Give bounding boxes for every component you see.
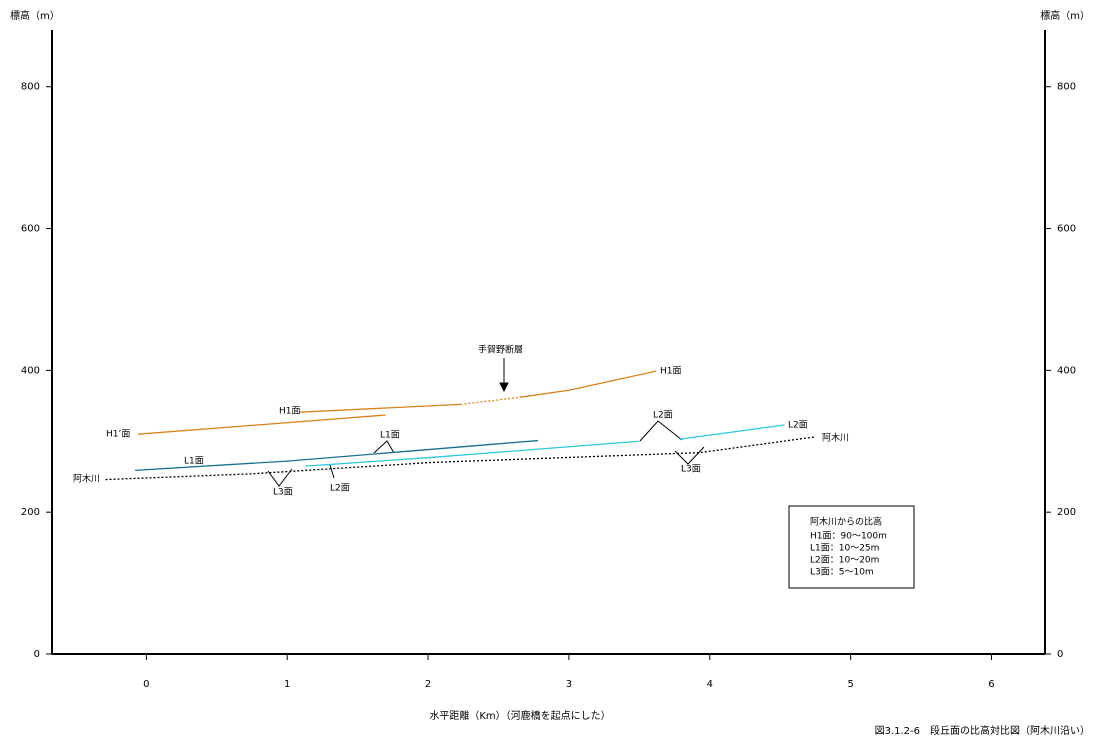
note-title: 阿木川からの比高	[810, 516, 882, 528]
note-row: L2面：10〜20m	[810, 555, 879, 566]
y-tick-label: 0	[34, 649, 40, 660]
profile-line	[519, 370, 657, 398]
annotation: L2面	[788, 420, 808, 431]
annotation: L1面	[184, 456, 204, 467]
callout	[267, 468, 293, 487]
y-tick-label: 400	[21, 365, 40, 376]
x-tick-label: 2	[425, 679, 431, 690]
annotation: L2面	[653, 410, 673, 421]
note-row: L1面：10〜25m	[810, 543, 879, 554]
annotation: H1面	[279, 406, 301, 417]
callout	[639, 420, 683, 442]
annotation: H1面	[660, 366, 682, 377]
annotation: L3面	[681, 464, 701, 475]
y-tick-label: 200	[21, 507, 40, 518]
y-axis-label: 標高（m）	[10, 9, 60, 22]
profile-line	[105, 436, 815, 481]
arrow-head	[499, 382, 509, 393]
x-tick-label: 5	[847, 679, 853, 690]
profile-line	[460, 396, 520, 406]
callout	[674, 446, 705, 465]
annotation: L1面	[380, 430, 400, 441]
note-row: L3面：5〜10m	[810, 567, 874, 578]
annotation: 手賀野断層	[478, 344, 523, 356]
annotation: L3面	[273, 487, 293, 498]
x-tick-label: 1	[284, 679, 290, 690]
x-tick-label: 4	[707, 679, 713, 690]
y-tick-label: 800	[21, 82, 40, 93]
profile-line	[680, 424, 785, 440]
y2-tick-label: 800	[1057, 82, 1076, 93]
note-box	[788, 505, 915, 589]
note-row: H1面：90〜100m	[810, 531, 887, 542]
caption: 図3.1.2-6 段丘面の比高対比図（阿木川沿い）	[875, 724, 1090, 737]
annotation: H1’面	[106, 429, 130, 440]
annotation: 阿木川	[73, 473, 100, 485]
profile-line	[305, 440, 640, 467]
annotation: L2面	[330, 483, 350, 494]
y2-tick-label: 0	[1057, 649, 1063, 660]
profile-line	[135, 439, 538, 471]
y2-tick-label: 600	[1057, 224, 1076, 235]
callout	[329, 464, 335, 479]
callout	[373, 440, 395, 454]
x-tick-label: 0	[143, 679, 149, 690]
y2-tick-label: 200	[1057, 507, 1076, 518]
x-tick-label: 3	[566, 679, 572, 690]
x-axis-label: 水平距離（Km）（河鹿橋を起点にした）	[429, 709, 610, 722]
x-tick-label: 6	[988, 679, 994, 690]
y2-tick-label: 400	[1057, 365, 1076, 376]
callouts	[267, 358, 705, 487]
annotation: 阿木川	[822, 432, 849, 444]
profile-line	[299, 403, 461, 413]
profile-line	[137, 414, 386, 435]
y-tick-label: 600	[21, 224, 40, 235]
y2-axis-label: 標高（m）	[1040, 9, 1090, 22]
